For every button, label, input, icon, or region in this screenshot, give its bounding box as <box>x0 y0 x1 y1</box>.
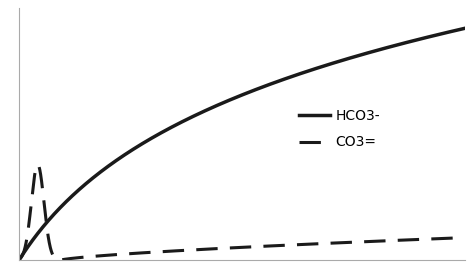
CO3= <box>313 242 319 246</box>
CO3= <box>288 243 294 247</box>
HCO3- <box>16 259 22 262</box>
CO3= <box>35 163 40 166</box>
Line: HCO3-: HCO3- <box>19 28 465 260</box>
CO3= <box>57 259 63 262</box>
HCO3- <box>462 27 467 30</box>
CO3= <box>48 249 54 252</box>
HCO3- <box>212 105 218 108</box>
CO3= <box>29 191 35 195</box>
CO3= <box>380 239 386 242</box>
CO3= <box>462 236 467 239</box>
CO3= <box>16 258 22 261</box>
Legend: HCO3-, CO3=: HCO3-, CO3= <box>294 103 386 155</box>
HCO3- <box>196 112 202 115</box>
CO3= <box>115 253 121 256</box>
HCO3- <box>322 64 328 67</box>
Line: CO3=: CO3= <box>19 164 465 260</box>
HCO3- <box>364 52 369 55</box>
HCO3- <box>62 202 67 205</box>
HCO3- <box>372 49 377 53</box>
